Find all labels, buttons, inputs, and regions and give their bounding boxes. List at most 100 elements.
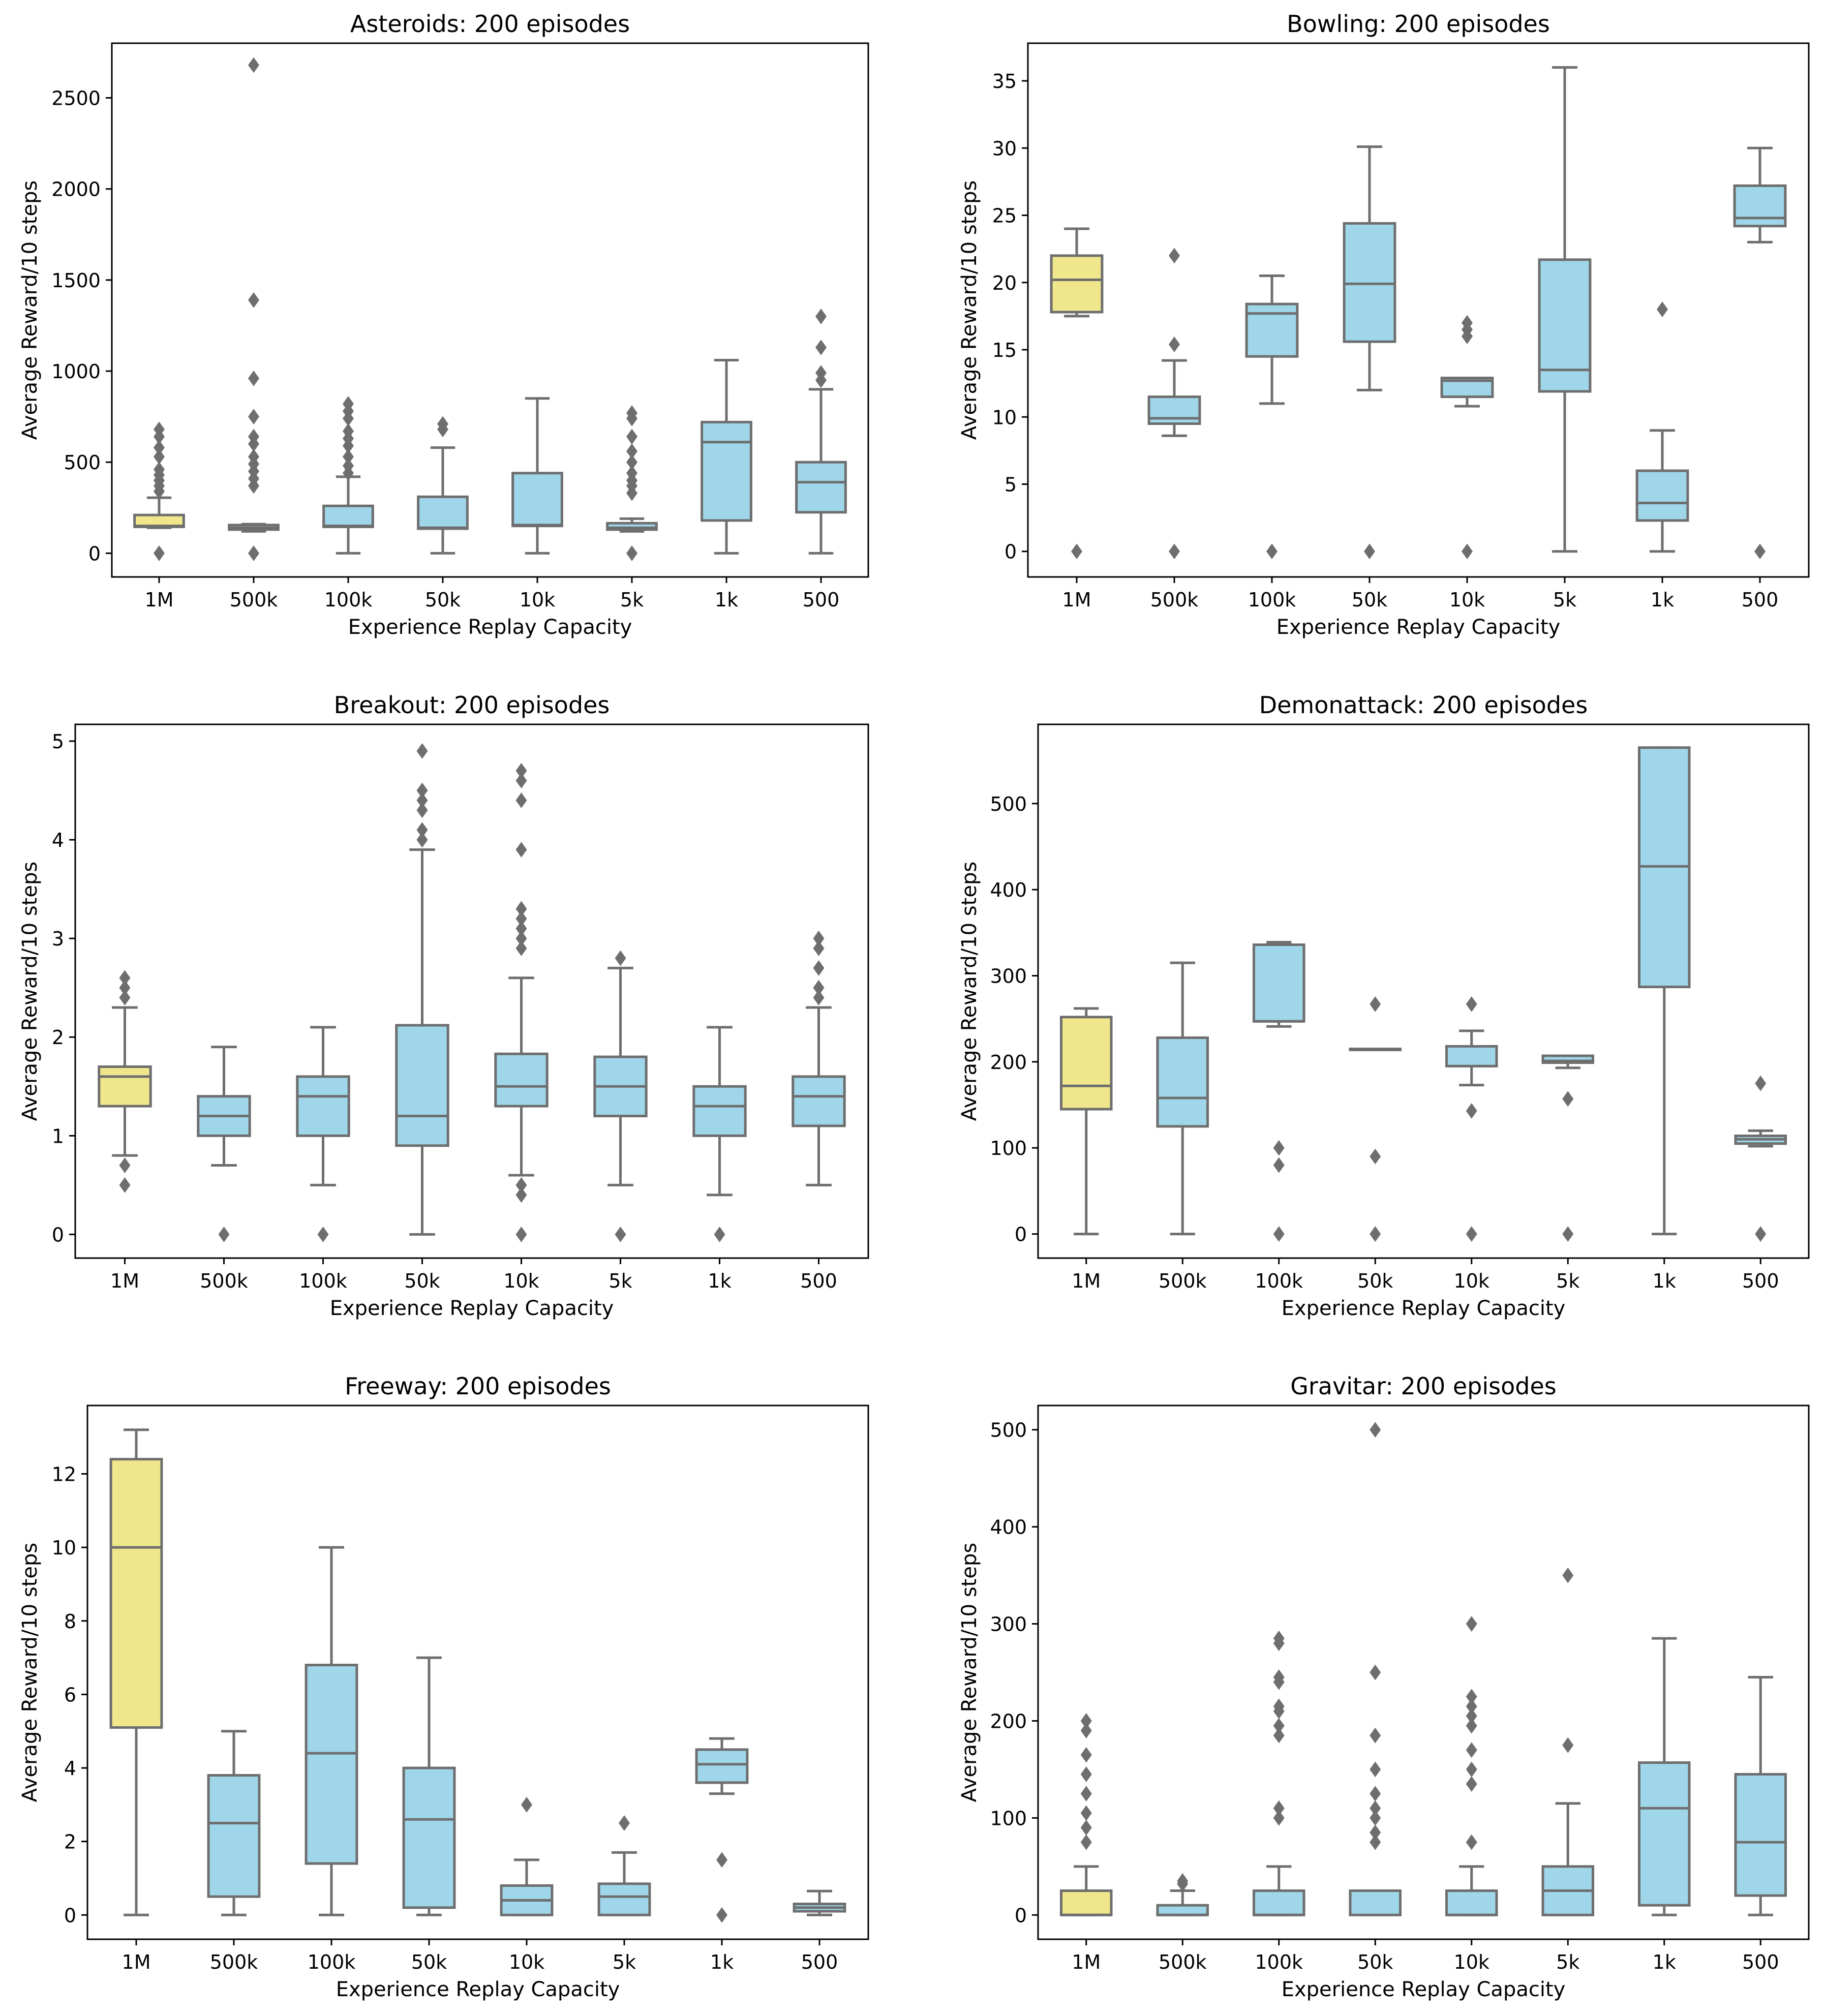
outlier-point <box>1466 1616 1477 1632</box>
outlier-point <box>218 1227 230 1242</box>
x-tick-label: 1M <box>1072 1270 1101 1292</box>
y-tick-label: 10 <box>52 1537 76 1559</box>
x-tick-label: 500k <box>1159 1270 1207 1292</box>
y-tick-label: 15 <box>992 339 1017 361</box>
x-tick-label: 1k <box>1651 589 1674 611</box>
y-tick-label: 35 <box>992 70 1017 93</box>
outlier-point <box>1466 1718 1477 1734</box>
x-tick-label: 5k <box>1556 1270 1579 1292</box>
y-tick-label: 30 <box>992 137 1017 160</box>
y-tick-label: 20 <box>992 272 1017 294</box>
y-tick-label: 2500 <box>51 87 101 110</box>
y-tick-label: 4 <box>64 1757 76 1780</box>
box-10k <box>494 762 549 1242</box>
x-tick-label: 500 <box>800 1270 837 1292</box>
x-tick-label: 1k <box>710 1951 734 1973</box>
outlier-point <box>515 910 527 927</box>
outlier-point <box>1370 1664 1381 1681</box>
outlier-point <box>1462 315 1473 331</box>
iqr-box <box>1059 1889 1113 1916</box>
y-axis-label: Average Reward/10 steps <box>18 180 42 440</box>
y-tick-label: 300 <box>990 965 1027 988</box>
outlier-point <box>1755 1075 1767 1091</box>
outlier-point <box>119 1177 131 1193</box>
y-axis-label: Average Reward/10 steps <box>18 862 42 1121</box>
iqr-box <box>1252 1889 1305 1916</box>
iqr-box <box>1147 395 1201 425</box>
box-50k <box>1349 996 1402 1242</box>
box-500 <box>792 930 846 1186</box>
box-5k <box>1541 1567 1595 1916</box>
box-1M <box>98 970 152 1193</box>
y-tick-label: 400 <box>990 1516 1027 1539</box>
box-1M <box>109 1428 163 1916</box>
outlier-point <box>1562 1226 1574 1242</box>
y-axis-label: Average Reward/10 steps <box>958 862 981 1121</box>
outlier-point <box>515 842 527 858</box>
iqr-box <box>207 1774 261 1898</box>
outlier-point <box>154 449 165 465</box>
box-5k <box>1541 1054 1595 1242</box>
box-5k <box>593 950 648 1242</box>
iqr-box <box>402 1766 456 1909</box>
iqr-box <box>395 1024 449 1147</box>
outlier-point <box>1466 1776 1477 1792</box>
iqr-box <box>1733 184 1787 228</box>
iqr-box <box>795 461 847 514</box>
x-tick-label: 10k <box>509 1951 544 1973</box>
box-1M <box>133 421 185 561</box>
iqr-box <box>1445 1045 1498 1067</box>
axes-frame <box>86 1404 869 1940</box>
outlier-point <box>515 940 527 956</box>
outlier-point <box>1370 1226 1381 1242</box>
outlier-point <box>1466 1834 1477 1850</box>
outlier-point <box>1273 1698 1285 1715</box>
outlier-point <box>1466 996 1477 1012</box>
outlier-point <box>1364 543 1375 560</box>
chart-title: Bowling: 200 episodes <box>1287 10 1550 38</box>
x-tick-label: 500k <box>1150 589 1199 611</box>
outlier-point <box>1466 1689 1477 1705</box>
x-tick-label: 100k <box>1255 1270 1303 1292</box>
y-tick-label: 200 <box>990 1710 1027 1732</box>
y-tick-label: 2000 <box>51 178 101 201</box>
iqr-box <box>1156 1904 1209 1916</box>
y-tick-label: 300 <box>990 1613 1027 1636</box>
axes-frame <box>1037 723 1810 1259</box>
iqr-box <box>494 1052 549 1108</box>
outlier-point <box>1080 1820 1092 1836</box>
iqr-box <box>1156 1036 1209 1128</box>
subplot-freeway: Freeway: 200 episodes 0 2 4 6 8 10 12 Average Re… <box>18 1372 869 2001</box>
x-tick-label: 500k <box>200 1270 248 1292</box>
iqr-box <box>1059 1016 1113 1111</box>
y-tick-label: 2 <box>64 1831 76 1853</box>
outlier-point <box>813 960 825 976</box>
outlier-point <box>1370 1834 1381 1850</box>
y-tick-label: 6 <box>64 1684 76 1706</box>
axes-frame <box>74 723 869 1259</box>
x-axis-label: Experience Replay Capacity <box>1276 616 1561 639</box>
x-tick-label: 1M <box>110 1270 139 1292</box>
outlier-point <box>343 449 354 465</box>
outlier-point <box>1466 1698 1477 1715</box>
outlier-point <box>815 365 827 381</box>
y-tick-label: 2 <box>52 1026 64 1049</box>
outlier-point <box>815 340 827 355</box>
y-tick-label: 4 <box>52 829 64 851</box>
outlier-point <box>343 423 354 439</box>
outlier-point <box>1370 1800 1381 1816</box>
x-tick-label: 10k <box>503 1270 539 1292</box>
outlier-point <box>248 409 259 425</box>
y-axis-label: Average Reward/10 steps <box>958 180 981 440</box>
outlier-point <box>416 782 428 799</box>
outlier-point <box>1273 1630 1285 1646</box>
outlier-point <box>1466 1761 1477 1778</box>
outlier-point <box>1370 1786 1381 1802</box>
iqr-box <box>417 495 469 530</box>
x-tick-label: 100k <box>308 1951 356 1973</box>
box-100k <box>296 1026 350 1242</box>
outlier-point <box>1169 543 1180 560</box>
iqr-box <box>1252 943 1305 1023</box>
box-10k <box>511 397 563 555</box>
box-10k <box>500 1796 554 1916</box>
